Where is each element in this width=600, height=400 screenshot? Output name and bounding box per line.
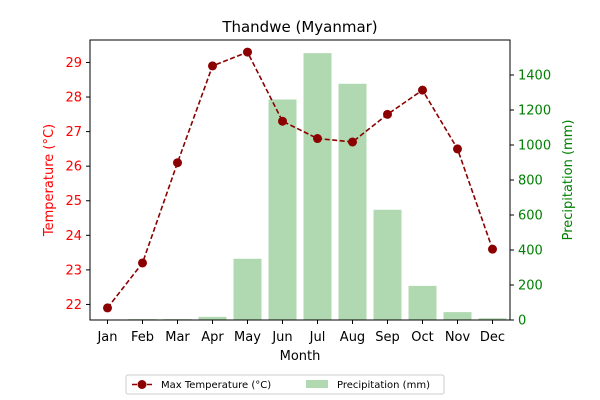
y-left-tick-label: 25 — [65, 194, 82, 209]
precipitation-bars — [93, 53, 507, 320]
y-left-tick-label: 24 — [65, 229, 82, 244]
legend-box — [125, 374, 445, 395]
y-right-tick-label: 600 — [518, 209, 543, 224]
temp-point-jan — [103, 303, 112, 313]
legend-label-precipitation: Precipitation (mm) — [337, 380, 430, 391]
x-axis: Jan Feb Mar Apr May Jun Jul Aug Sep Oct Nov Dec — [96, 320, 505, 345]
precip-bar-nov — [443, 312, 472, 320]
x-tick-label: Feb — [131, 330, 154, 345]
temp-point-aug — [348, 137, 357, 147]
temp-point-feb — [138, 258, 147, 268]
y-left-tick-label: 22 — [65, 298, 82, 313]
temp-point-jun — [278, 116, 287, 126]
x-tick-label: Jul — [309, 330, 326, 345]
precip-bar-dec — [478, 318, 507, 320]
legend: Max Temperature (°C) Precipitation (mm) — [125, 374, 445, 395]
y-right-tick-label: 0 — [518, 314, 526, 329]
temp-point-dec — [488, 244, 497, 254]
y-axis-left-label: Temperature (°C) — [42, 124, 57, 237]
temp-point-mar — [173, 158, 182, 168]
y-right-tick-label: 1000 — [518, 139, 551, 154]
temp-point-may — [243, 47, 252, 57]
temperature-line — [103, 47, 497, 313]
x-axis-label: Month — [280, 349, 321, 364]
x-tick-label: Jun — [271, 330, 292, 345]
x-tick-label: Dec — [480, 330, 505, 345]
temp-point-nov — [453, 144, 462, 154]
precip-bar-sep — [373, 209, 402, 320]
y-axis-right-label: Precipitation (mm) — [561, 120, 576, 241]
precip-bar-jun — [268, 99, 297, 320]
temp-point-oct — [418, 85, 427, 95]
y-right-tick-label: 800 — [518, 174, 543, 189]
x-tick-label: Oct — [411, 330, 433, 345]
precip-bar-jul — [303, 53, 332, 320]
temperature-line-path — [106, 51, 494, 309]
x-tick-label: Aug — [340, 330, 365, 345]
precip-bar-aug — [338, 83, 367, 320]
chart-title: Thandwe (Myanmar) — [221, 18, 377, 36]
y-right-tick-label: 1200 — [518, 104, 551, 119]
x-tick-label: Nov — [445, 330, 471, 345]
temp-point-jul — [313, 134, 322, 144]
legend-label-temperature: Max Temperature (°C) — [161, 380, 271, 391]
x-tick-label: Jan — [96, 330, 117, 345]
precip-bar-apr — [198, 316, 227, 320]
temp-point-apr — [208, 61, 217, 71]
x-tick-label: Apr — [201, 330, 224, 345]
precip-bar-oct — [408, 285, 437, 320]
y-left-tick-label: 27 — [65, 125, 82, 140]
legend-line-marker — [137, 380, 147, 389]
y-right-tick-label: 400 — [518, 244, 543, 259]
precip-bar-may — [233, 258, 262, 320]
legend-bar-swatch — [306, 380, 328, 388]
y-left-tick-label: 29 — [65, 56, 82, 71]
y-right-tick-label: 200 — [518, 279, 543, 294]
plot-frame — [89, 39, 511, 321]
y-axis-right: 0 200 400 600 800 1000 1200 1400 — [510, 69, 551, 329]
y-left-tick-label: 26 — [65, 160, 82, 175]
y-right-tick-label: 1400 — [518, 69, 551, 84]
y-axis-left: 22 23 24 25 26 27 28 29 — [65, 56, 90, 313]
x-tick-label: Sep — [375, 330, 400, 345]
x-tick-label: Mar — [165, 330, 190, 345]
y-left-tick-label: 23 — [65, 263, 82, 278]
y-left-tick-label: 28 — [65, 91, 82, 106]
temp-point-sep — [383, 109, 392, 119]
x-tick-label: May — [234, 330, 261, 345]
